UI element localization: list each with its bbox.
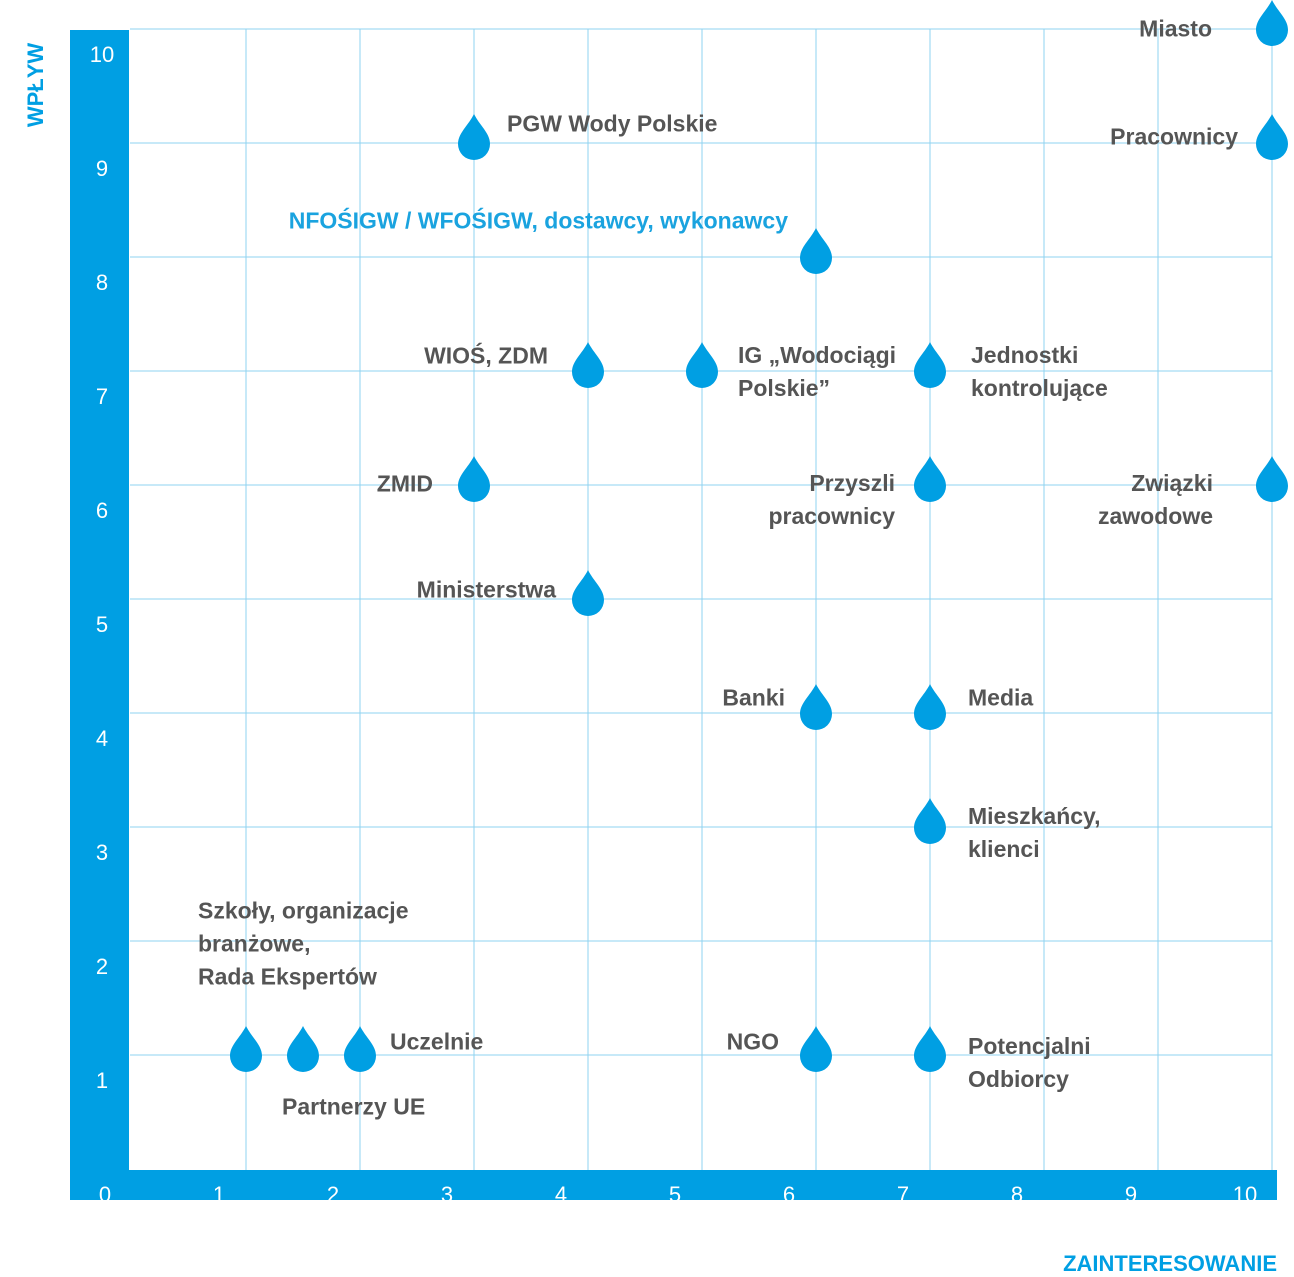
drop-marker xyxy=(1256,114,1288,160)
point-label: Szkoły, organizacje branżowe, Rada Ekspe… xyxy=(198,897,409,990)
x-tick-label: 2 xyxy=(327,1182,339,1207)
point-label: Miasto xyxy=(1139,15,1212,42)
drop-marker xyxy=(914,1026,946,1072)
x-axis-bar xyxy=(70,1170,1277,1200)
point-label: Partnerzy UE xyxy=(282,1093,426,1120)
drop-marker xyxy=(230,1026,262,1072)
drop-marker xyxy=(1256,456,1288,502)
x-tick-label: 1 xyxy=(213,1182,225,1207)
point-label: Związki zawodowe xyxy=(1097,470,1213,529)
drop-marker xyxy=(686,342,718,388)
y-tick-label: 6 xyxy=(96,498,108,523)
drop-marker xyxy=(458,114,490,160)
point-label: IG „Wodociągi Polskie” xyxy=(738,342,897,401)
drop-marker xyxy=(572,570,604,616)
y-axis-bar xyxy=(70,30,129,1200)
drop-marker xyxy=(914,342,946,388)
y-tick-label: 3 xyxy=(96,840,108,865)
y-tick-label: 5 xyxy=(96,612,108,637)
drop-marker xyxy=(287,1026,319,1072)
y-tick-label: 8 xyxy=(96,270,108,295)
drop-marker xyxy=(572,342,604,388)
y-tick-label: 9 xyxy=(96,156,108,181)
drop-marker xyxy=(458,456,490,502)
x-tick-label: 6 xyxy=(783,1182,795,1207)
x-tick-label: 10 xyxy=(1233,1182,1257,1207)
y-tick-label: 2 xyxy=(96,954,108,979)
point-label: Banki xyxy=(722,684,785,711)
x-tick-label: 4 xyxy=(555,1182,567,1207)
x-tick-label: 5 xyxy=(669,1182,681,1207)
x-tick-label: 3 xyxy=(441,1182,453,1207)
drop-marker xyxy=(914,456,946,502)
y-axis-label: WPŁYW xyxy=(23,43,48,128)
x-tick-label: 7 xyxy=(897,1182,909,1207)
drop-marker xyxy=(800,228,832,274)
point-label: NFOŚIGW / WFOŚIGW, dostawcy, wykonawcy xyxy=(288,207,788,234)
point-label: Ministerstwa xyxy=(416,576,556,603)
x-tick-label: 8 xyxy=(1011,1182,1023,1207)
drop-marker xyxy=(1256,0,1288,46)
x-axis-label: ZAINTERESOWANIE xyxy=(1063,1251,1277,1276)
drop-marker xyxy=(914,798,946,844)
x-tick-label: 0 xyxy=(99,1182,111,1207)
point-label: Przyszli pracownicy xyxy=(768,470,895,529)
drop-marker xyxy=(914,684,946,730)
point-label: Mieszkańcy, klienci xyxy=(968,803,1101,862)
drop-marker xyxy=(800,684,832,730)
point-label: PGW Wody Polskie xyxy=(507,110,718,137)
point-label: ZMID xyxy=(376,470,433,497)
point-label: Pracownicy xyxy=(1110,123,1238,150)
point-label: NGO xyxy=(726,1028,779,1055)
y-tick-label: 1 xyxy=(96,1068,108,1093)
y-tick-label: 4 xyxy=(96,726,108,751)
point-label: Media xyxy=(968,684,1034,711)
point-label: Jednostki kontrolujące xyxy=(971,342,1108,401)
drop-marker xyxy=(800,1026,832,1072)
point-label: Potencjalni Odbiorcy xyxy=(968,1033,1091,1092)
point-label: WIOŚ, ZDM xyxy=(424,342,548,369)
point-label: Uczelnie xyxy=(390,1028,484,1055)
drop-marker xyxy=(344,1026,376,1072)
y-tick-label: 7 xyxy=(96,384,108,409)
y-tick-label: 10 xyxy=(90,42,114,67)
x-tick-label: 9 xyxy=(1125,1182,1137,1207)
